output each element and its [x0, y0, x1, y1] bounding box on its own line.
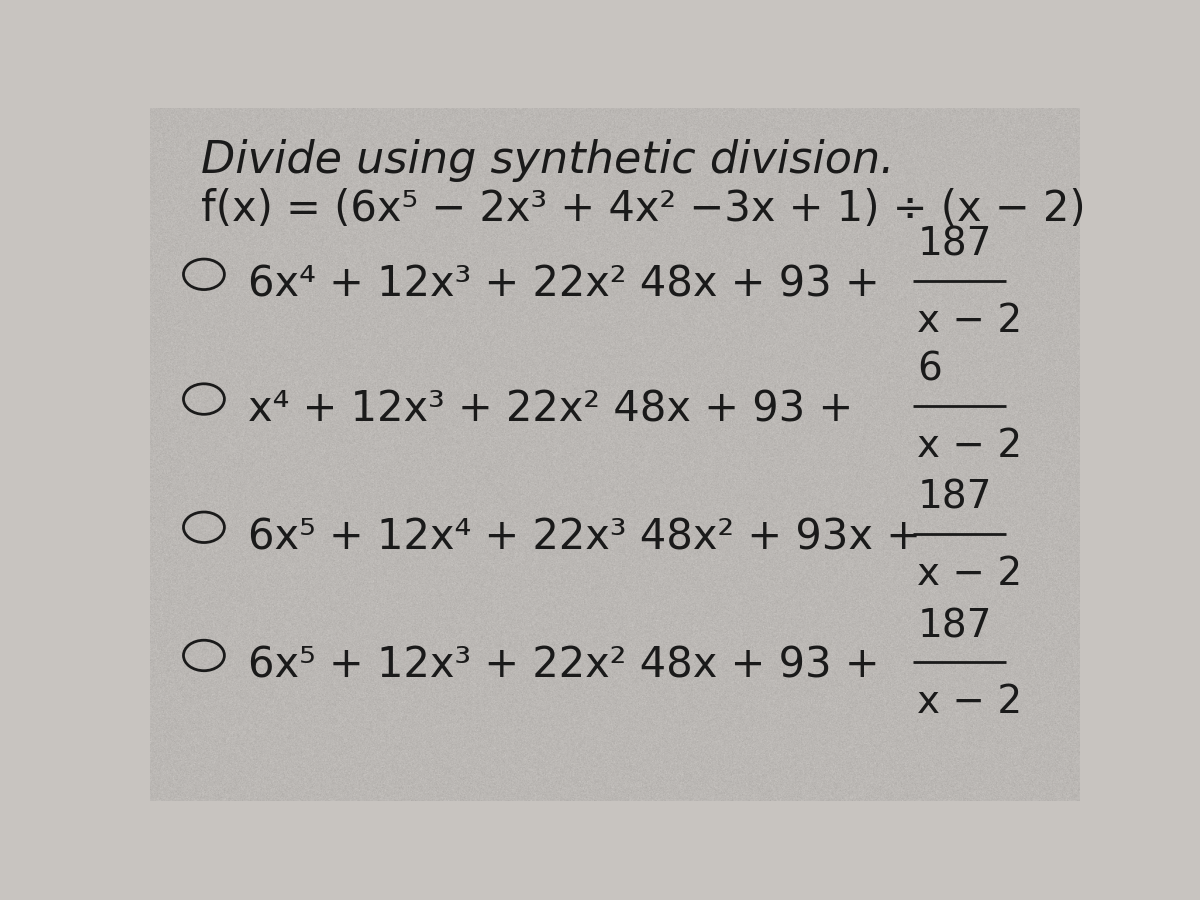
Text: 6x⁵ + 12x⁴ + 22x³ 48x² + 93x +: 6x⁵ + 12x⁴ + 22x³ 48x² + 93x + [247, 517, 920, 559]
Text: 6x⁴ + 12x³ + 22x² 48x + 93 +: 6x⁴ + 12x³ + 22x² 48x + 93 + [247, 264, 880, 306]
Text: x − 2: x − 2 [917, 683, 1022, 721]
Text: 187: 187 [917, 226, 991, 264]
Text: x − 2: x − 2 [917, 302, 1022, 340]
Text: x⁴ + 12x³ + 22x² 48x + 93 +: x⁴ + 12x³ + 22x² 48x + 93 + [247, 389, 853, 430]
Text: 187: 187 [917, 608, 991, 645]
Text: 6x⁵ + 12x³ + 22x² 48x + 93 +: 6x⁵ + 12x³ + 22x² 48x + 93 + [247, 645, 880, 687]
Text: x − 2: x − 2 [917, 427, 1022, 464]
Text: x − 2: x − 2 [917, 555, 1022, 593]
Text: f(x) = (6x⁵ − 2x³ + 4x² −3x + 1) ÷ (x − 2): f(x) = (6x⁵ − 2x³ + 4x² −3x + 1) ÷ (x − … [202, 188, 1086, 230]
Text: Divide using synthetic division.: Divide using synthetic division. [202, 140, 894, 182]
Text: 187: 187 [917, 479, 991, 517]
Text: 6: 6 [917, 351, 942, 389]
